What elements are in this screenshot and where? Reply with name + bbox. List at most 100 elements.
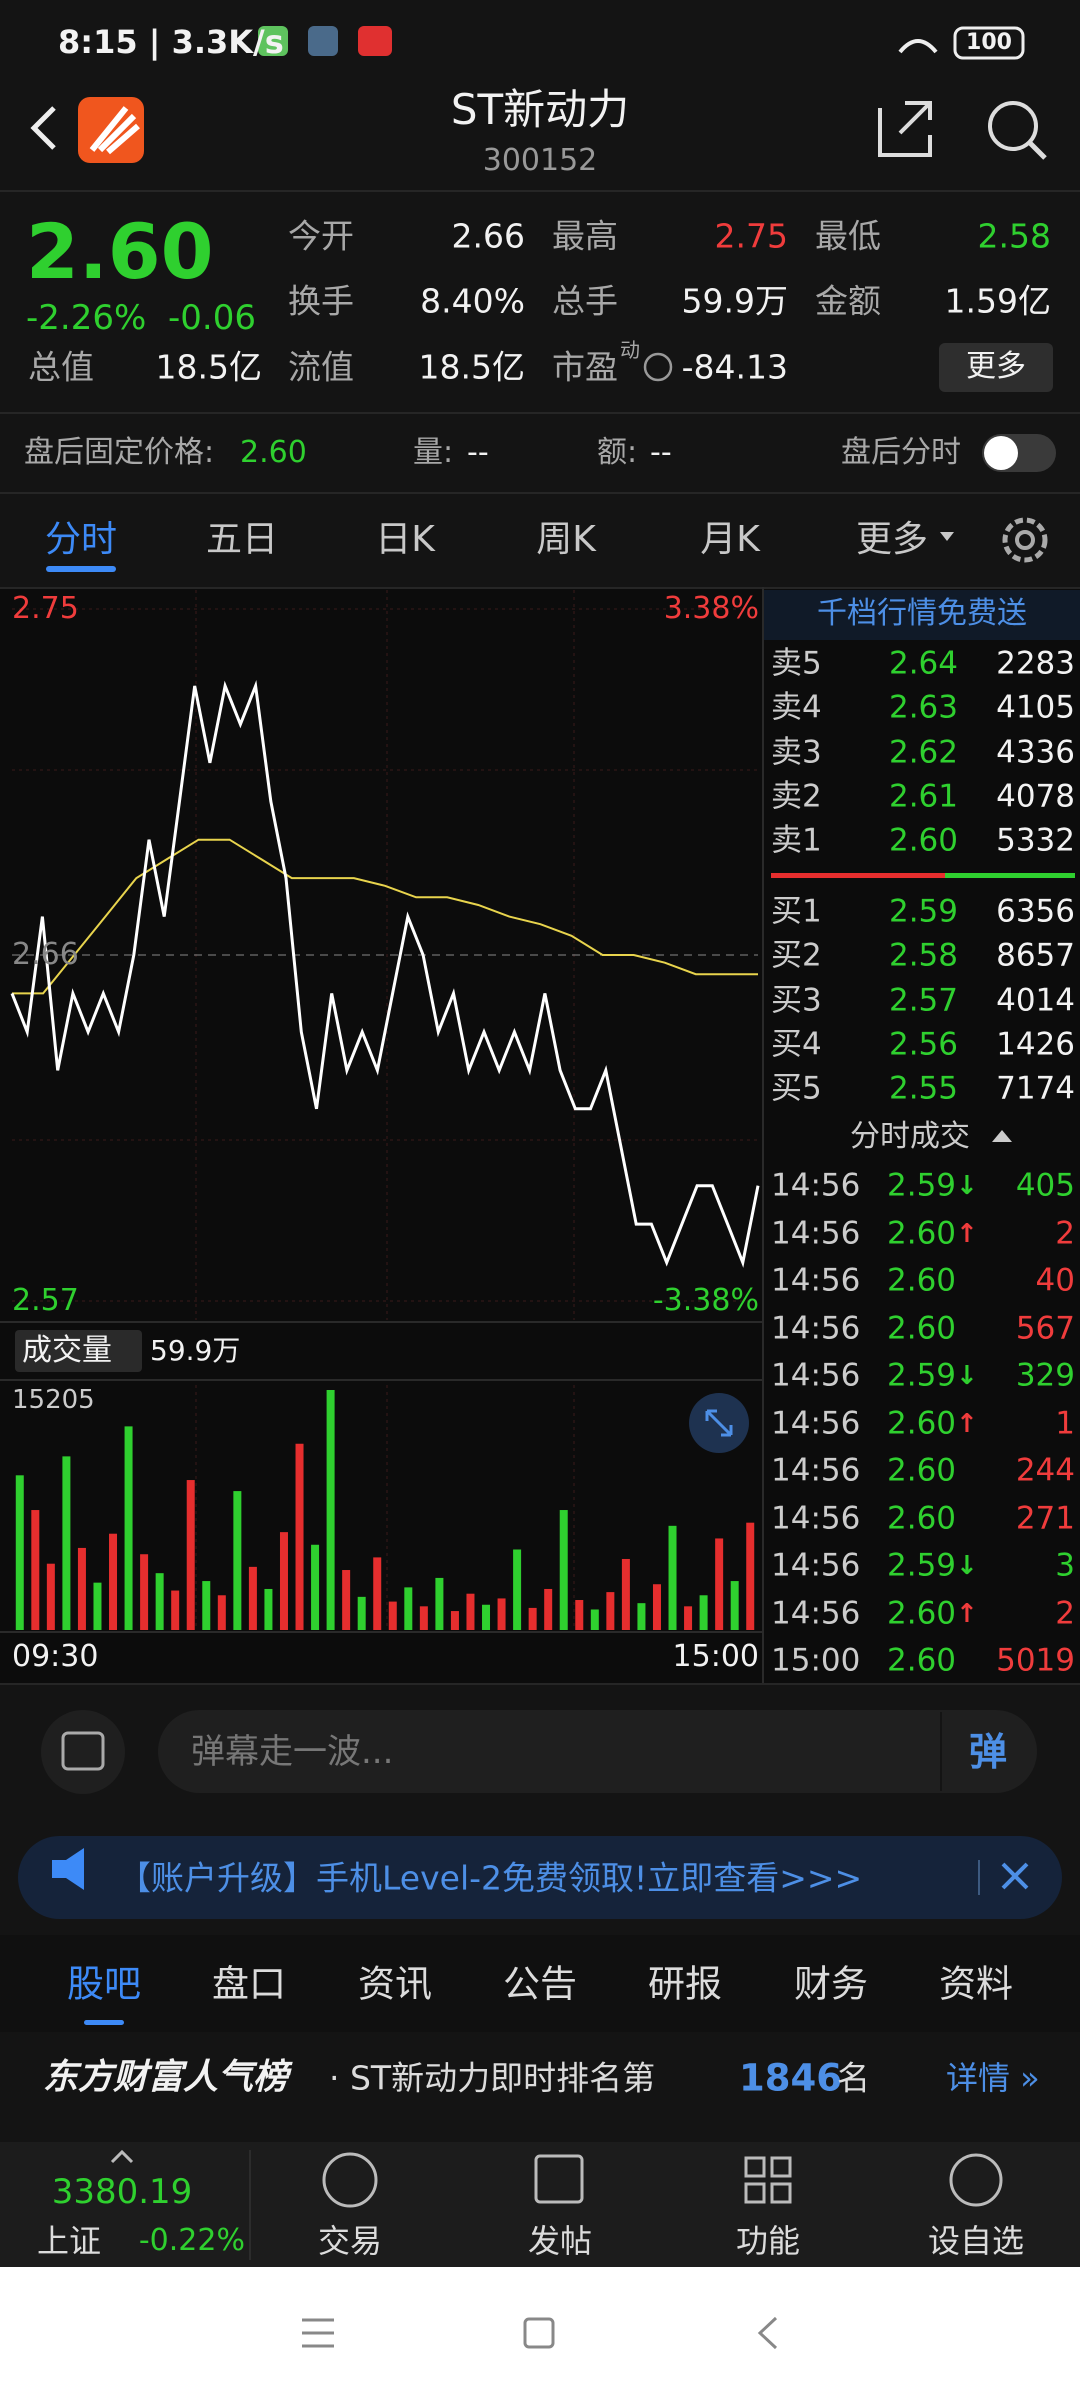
trade-volume: 329: [1015, 1357, 1075, 1394]
promo-bg[interactable]: [764, 590, 1080, 640]
bottom-tab[interactable]: 公告: [503, 1962, 577, 2006]
active-tab-underline: [46, 566, 116, 572]
post-icon[interactable]: [534, 2154, 584, 2204]
quote-value: -84.13: [681, 347, 788, 387]
input-icon[interactable]: [41, 1710, 125, 1794]
index-name: 上证: [37, 2222, 102, 2260]
volume-bar: [248, 1566, 257, 1630]
share-icon[interactable]: [878, 101, 932, 157]
volume-bar: [93, 1582, 102, 1630]
index-expand[interactable]: [110, 2149, 134, 2164]
popularity-detail[interactable]: 详情 »: [946, 2059, 1040, 2097]
last-price: 2.60: [26, 207, 214, 296]
volume-bar: [31, 1510, 40, 1630]
chart-tab[interactable]: 更多: [855, 519, 929, 560]
more-button[interactable]: [939, 343, 1053, 392]
time-label: 09:30: [12, 1639, 99, 1674]
volume-bar: [746, 1522, 755, 1630]
popularity-text: · ST新动力即时排名第: [329, 2058, 656, 2098]
volume-selector[interactable]: [15, 1330, 142, 1372]
volume-bar: [684, 1606, 693, 1630]
bottom-tab[interactable]: 盘口: [212, 1962, 286, 2006]
trade-volume: 405: [1015, 1167, 1075, 1204]
book-label: 买3: [771, 982, 822, 1019]
nav-item[interactable]: 发帖: [527, 2222, 593, 2260]
nav-item[interactable]: 交易: [317, 2222, 383, 2260]
nav-item[interactable]: 设自选: [927, 2222, 1025, 2260]
volume-bar: [404, 1587, 413, 1630]
banner-bg[interactable]: [18, 1836, 1062, 1919]
bottom-tab[interactable]: 财务: [794, 1962, 868, 2006]
banner-close[interactable]: [1001, 1862, 1029, 1890]
volume-bar: [140, 1554, 149, 1630]
volume-bar: [450, 1611, 459, 1630]
popularity-rank: 1846: [739, 2056, 842, 2100]
trades-caret[interactable]: [992, 1130, 1012, 1142]
chart-tab[interactable]: 分时: [44, 519, 118, 560]
trade-time: 14:56: [771, 1215, 861, 1251]
book-label: 卖2: [771, 778, 822, 815]
trade-icon[interactable]: [322, 2152, 378, 2208]
banner-text[interactable]: 【账户升级】手机Level-2免费领取!立即查看>>>: [118, 1858, 863, 1898]
trade-volume: 567: [1015, 1310, 1075, 1346]
volume-bar: [77, 1547, 86, 1630]
comment-placeholder[interactable]: 弹幕走一波...: [191, 1732, 394, 1772]
change-pct: -2.26%: [26, 298, 147, 338]
bottom-tab[interactable]: 研报: [648, 1962, 722, 2006]
volume-bar: [606, 1592, 615, 1630]
book-label: 买1: [771, 893, 822, 930]
toggle[interactable]: [982, 434, 1056, 472]
volume-bar: [466, 1593, 475, 1630]
trade-arrow: ↓: [956, 1171, 978, 1201]
book-volume: 4014: [996, 982, 1075, 1019]
after-hours-volume: --: [467, 435, 489, 470]
volume-bar: [342, 1570, 351, 1630]
quote-value: 2.75: [714, 216, 788, 256]
chart-tab[interactable]: 月K: [700, 519, 760, 560]
bottom-tab[interactable]: 股吧: [67, 1962, 141, 2006]
chart-tab[interactable]: 周K: [536, 519, 596, 560]
trade-time: 14:56: [771, 1357, 861, 1394]
trades-title: 分时成交: [850, 1119, 970, 1154]
pe-info-icon[interactable]: [643, 352, 673, 382]
bottom-tab[interactable]: 资讯: [358, 1962, 432, 2006]
intraday-chart: [0, 590, 762, 1633]
toggle-knob: [984, 436, 1018, 470]
after-hours-amount-label: 额:: [597, 435, 638, 470]
time-label: 15:00: [672, 1639, 759, 1674]
system-nav: [0, 2267, 1080, 2400]
stock-title: ST新动力: [450, 85, 630, 134]
promo-label[interactable]: 千档行情免费送: [817, 596, 1027, 631]
volume-title: 成交量: [22, 1333, 112, 1368]
back-icon[interactable]: [30, 106, 56, 150]
menu-key[interactable]: [302, 2318, 334, 2348]
book-divider: [762, 587, 764, 1683]
input-box[interactable]: [158, 1710, 1037, 1793]
trade-time: 14:56: [771, 1167, 861, 1204]
bottom-tab[interactable]: 资料: [939, 1962, 1013, 2006]
quote-label: 最低: [815, 216, 881, 256]
price-tick-label: 2.75: [12, 591, 79, 626]
function-icon[interactable]: [744, 2156, 792, 2204]
trade-time: 15:00: [771, 1642, 861, 1679]
settings-icon[interactable]: [1002, 517, 1048, 563]
volume-bar: [668, 1525, 677, 1630]
chart-tab[interactable]: 五日: [205, 519, 279, 560]
more-button-label[interactable]: 更多: [966, 349, 1026, 384]
book-volume: 5332: [996, 822, 1075, 859]
search-icon[interactable]: [988, 101, 1038, 151]
home-key[interactable]: [523, 2317, 555, 2349]
chart-tab[interactable]: 日K: [375, 519, 435, 560]
trade-price: 2.60: [887, 1215, 957, 1251]
watchlist-icon[interactable]: [949, 2153, 1003, 2207]
back-key[interactable]: [757, 2316, 778, 2350]
logo-mark: [89, 106, 140, 155]
book-volume: 2283: [996, 645, 1075, 682]
nav-item[interactable]: 功能: [735, 2222, 801, 2260]
book-price: 2.56: [888, 1026, 958, 1063]
trade-price: 2.60: [887, 1310, 957, 1346]
index-value[interactable]: 3380.19: [51, 2172, 193, 2212]
comment-send[interactable]: 弹: [968, 1730, 1008, 1774]
quote-label: 流值: [288, 347, 354, 387]
